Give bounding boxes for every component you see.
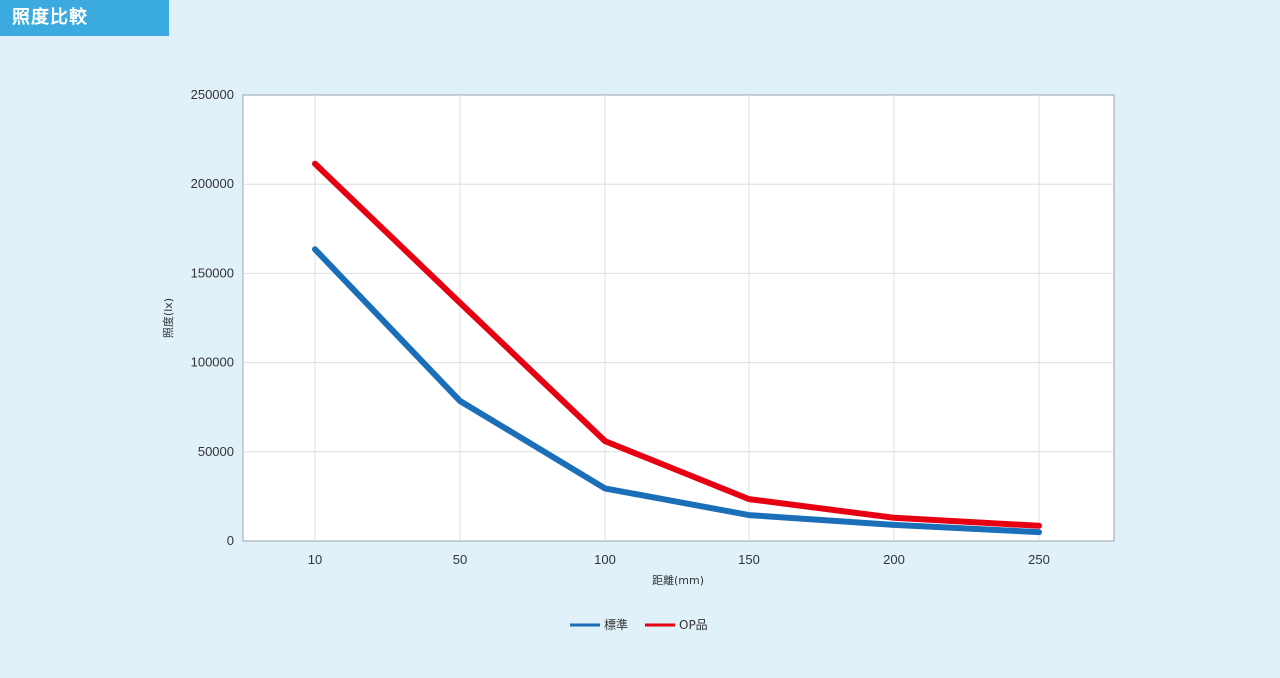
y-tick-label: 0 <box>227 533 234 548</box>
y-tick-label: 150000 <box>191 265 234 280</box>
x-tick-label: 200 <box>883 552 905 567</box>
legend-label-1: OP品 <box>679 618 708 632</box>
y-tick-label: 50000 <box>198 444 234 459</box>
series-lines <box>312 160 1042 536</box>
y-tick-labels: 0 50000 100000 150000 200000 250000 <box>191 87 234 548</box>
x-tick-label: 10 <box>308 552 322 567</box>
x-tick-labels: 10 50 100 150 200 250 <box>308 552 1050 567</box>
plot-area <box>242 94 1115 542</box>
series-line-0 <box>312 246 1042 536</box>
y-tick-label: 100000 <box>191 355 234 370</box>
legend: 標準 OP品 <box>570 617 708 632</box>
y-axis-label: 照度(lx) <box>161 298 175 338</box>
y-tick-label: 250000 <box>191 87 234 102</box>
page-title: 照度比較 <box>0 0 169 36</box>
x-axis-label: 距離(mm) <box>652 573 704 587</box>
legend-label-0: 標準 <box>604 617 628 632</box>
x-tick-label: 150 <box>738 552 760 567</box>
grid-lines <box>243 95 1114 541</box>
x-tick-label: 250 <box>1028 552 1050 567</box>
series-line-1 <box>312 160 1042 529</box>
x-tick-label: 100 <box>594 552 616 567</box>
y-tick-label: 200000 <box>191 176 234 191</box>
x-tick-label: 50 <box>453 552 467 567</box>
